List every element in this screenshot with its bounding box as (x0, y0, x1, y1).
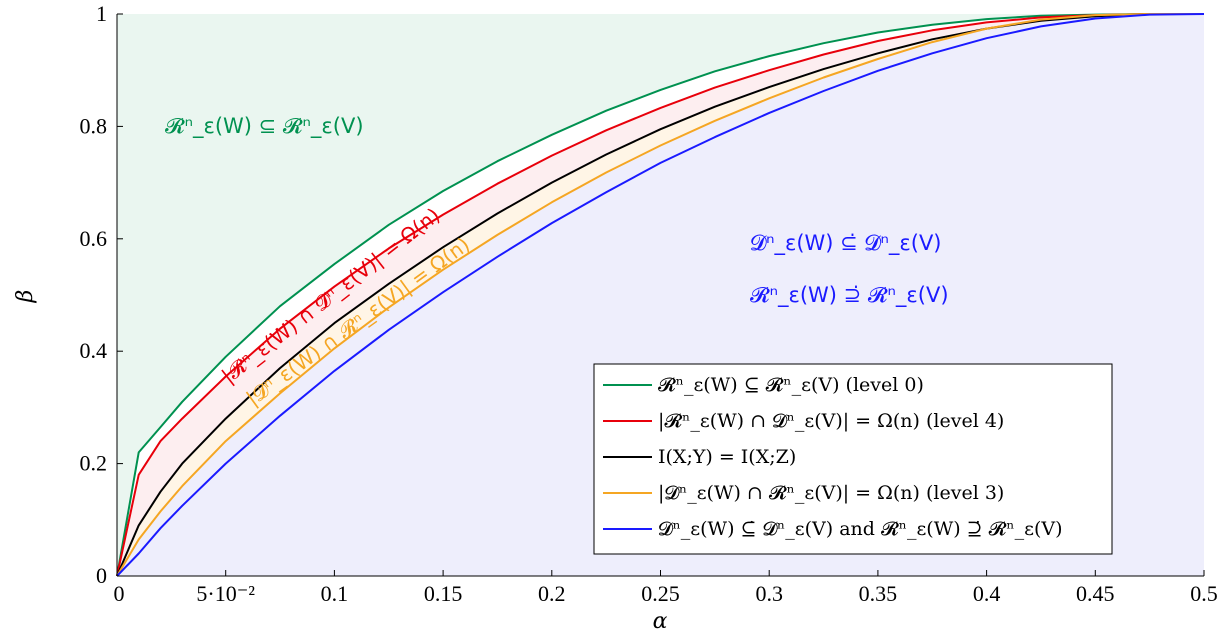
legend-box (593, 363, 1113, 555)
legend-label-3: |𝓓ⁿ_ε(W) ∩ 𝓡ⁿ_ε(V)| = Ω(n) (level 3) (658, 482, 1004, 504)
x-tick-label: 0.4 (973, 581, 1001, 606)
legend-label-2: I(X;Y) = I(X;Z) (658, 446, 796, 468)
region-red-to-black (117, 14, 1204, 576)
legend-label-1: |𝓡ⁿ_ε(W) ∩ 𝓓ⁿ_ε(V)| = Ω(n) (level 4) (658, 410, 1004, 432)
y-tick-label: 1 (96, 1, 107, 26)
x-ticks: 0 5·10⁻² 0.1 0.15 0.2 0.25 0.3 0.35 0.4 0.45 0.5 (114, 570, 1218, 606)
y-tick-label: 0.6 (80, 226, 108, 251)
y-ticks: 0 0.2 0.4 0.6 0.8 1 (80, 1, 123, 588)
legend-label-4: 𝓓ⁿ_ε(W) ⊆̇ 𝓓ⁿ_ε(V) and 𝓡ⁿ_ε(W) ⊇̇ 𝓡ⁿ_ε(V… (658, 518, 1063, 540)
legend: 𝓡ⁿ_ε(W) ⊆ 𝓡ⁿ_ε(V) (level 0) |𝓡ⁿ_ε(W) ∩ 𝓓ⁿ… (593, 363, 1113, 555)
x-tick-label: 0.2 (538, 581, 566, 606)
x-tick-label: 0.15 (424, 581, 463, 606)
x-tick-label: 0.5 (1190, 581, 1218, 606)
series-line-1 (116, 13, 1204, 577)
x-tick-label: 0.35 (859, 581, 898, 606)
x-axis-title: α (653, 609, 668, 634)
x-tick-label: 0.1 (321, 581, 349, 606)
x-tick-label: 0 (114, 581, 125, 606)
x-tick-label: 0.25 (641, 581, 680, 606)
y-tick-label: 0.4 (80, 338, 108, 363)
x-tick-label: 5·10⁻² (196, 581, 255, 606)
x-tick-label: 0.3 (755, 581, 783, 606)
region-label-top-left: 𝓡ⁿ_ε(W) ⊆ 𝓡ⁿ_ε(V) (165, 114, 364, 139)
series-line-4 (116, 13, 1205, 577)
y-tick-label: 0.8 (80, 113, 108, 138)
curves (116, 13, 1205, 577)
y-axis-title: β (13, 290, 38, 304)
legend-label-0: 𝓡ⁿ_ε(W) ⊆ 𝓡ⁿ_ε(V) (level 0) (658, 374, 924, 396)
y-tick-label: 0 (96, 563, 107, 588)
x-tick-label: 0.45 (1076, 581, 1115, 606)
y-tick-label: 0.2 (80, 451, 108, 476)
region-label-bottom-right-1: 𝓓ⁿ_ε(W) ⊆̇ 𝓓ⁿ_ε(V) (750, 231, 942, 256)
series-line-0 (116, 13, 1204, 577)
series-line-3 (116, 13, 1204, 577)
region-label-bottom-right-2: 𝓡ⁿ_ε(W) ⊇̇ 𝓡ⁿ_ε(V) (750, 283, 949, 308)
